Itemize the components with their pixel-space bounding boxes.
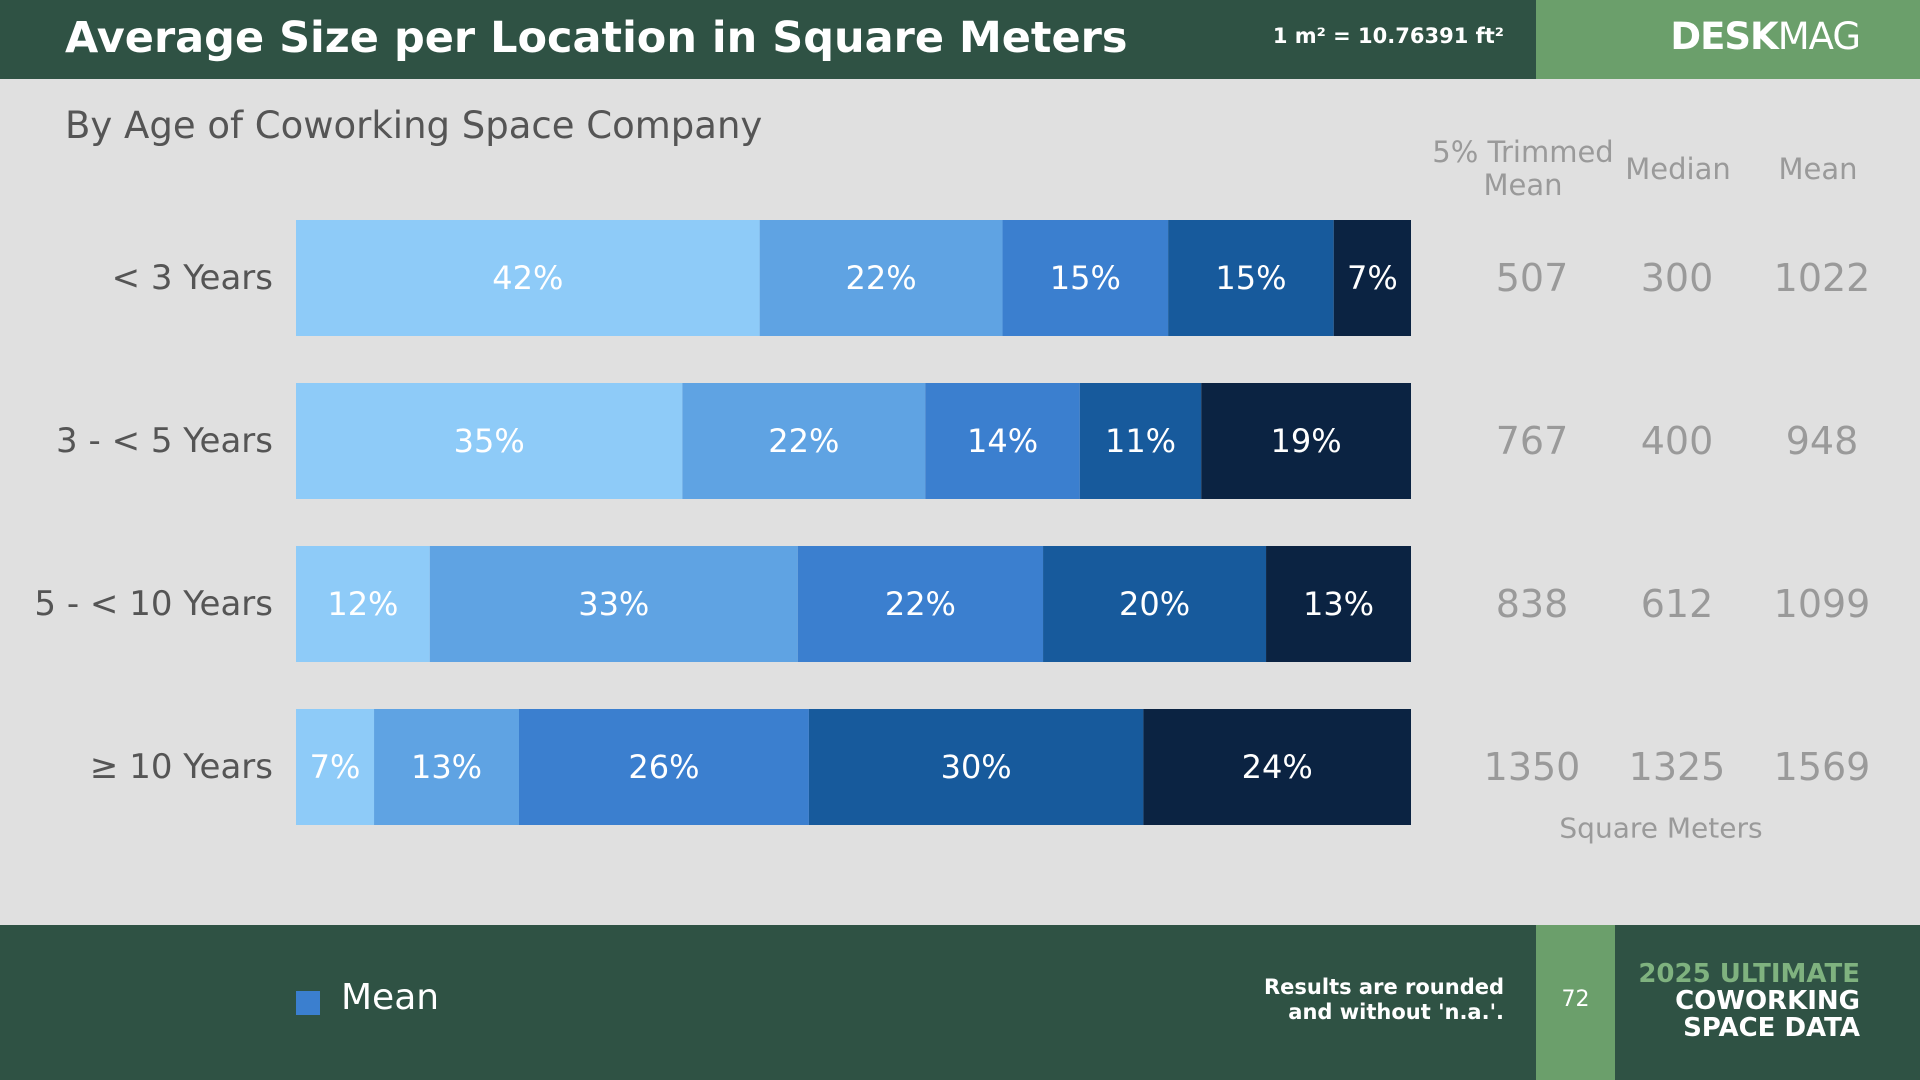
- trimmed-mean-value: 838: [1496, 582, 1569, 626]
- bar-segment: [1168, 220, 1334, 336]
- bar-segment: [808, 709, 1144, 825]
- rounding-note: Results are rounded and without 'n.a.'.: [1264, 975, 1504, 1025]
- header-trimmed-mean-line2: Mean: [1483, 168, 1563, 202]
- segment-label: 20%: [1119, 585, 1190, 623]
- segment-label: 24%: [1242, 748, 1313, 786]
- header-trimmed-mean: 5% Trimmed Mean: [1420, 136, 1626, 202]
- header-trimmed-mean-line1: 5% Trimmed: [1432, 135, 1614, 169]
- segment-label: 12%: [327, 585, 398, 623]
- stacked-bar-chart: < 3 Years 42% 22% 15% 15% 7% 507 300 1022 3 - < 5…: [34, 220, 1871, 845]
- segment-label: 15%: [1215, 259, 1286, 297]
- bar-segment: [296, 546, 430, 662]
- median-value: 1325: [1629, 745, 1726, 789]
- bar-segment: [1333, 220, 1411, 336]
- category-label: < 3 Years: [112, 258, 273, 298]
- segment-label: 13%: [411, 748, 482, 786]
- page-number-box: [1536, 925, 1615, 1080]
- bar-segment: [296, 383, 683, 499]
- logo-bold-text: DESK: [1670, 15, 1778, 58]
- footer-bar: Mean Results are rounded and without 'n.…: [0, 925, 1920, 1080]
- mean-value: 1099: [1774, 582, 1871, 626]
- segment-label: 15%: [1050, 259, 1121, 297]
- bar-segment: [1201, 383, 1411, 499]
- bar-segment: [1002, 220, 1169, 336]
- page-number: 72: [1561, 987, 1590, 1012]
- rounding-note-line2: and without 'n.a.'.: [1288, 1000, 1504, 1024]
- segment-label: 22%: [768, 422, 839, 460]
- segment-label: 13%: [1303, 585, 1374, 623]
- category-label: 3 - < 5 Years: [56, 421, 273, 461]
- page-title: Average Size per Location in Square Mete…: [65, 13, 1128, 63]
- segment-label: 11%: [1105, 422, 1176, 460]
- legend-swatch: [296, 991, 320, 1015]
- category-label: ≥ 10 Years: [90, 747, 273, 787]
- bar-segment: [296, 220, 760, 336]
- unit-conversion-note: 1 m² = 10.76391 ft²: [1272, 24, 1504, 48]
- segment-label: 22%: [846, 259, 917, 297]
- bar-segment: [759, 220, 1003, 336]
- segment-label: 22%: [885, 585, 956, 623]
- logo-box: [1536, 0, 1920, 79]
- segment-label: 30%: [941, 748, 1012, 786]
- mean-value: 1022: [1774, 256, 1871, 300]
- bar-segment: [682, 383, 926, 499]
- report-title-line1: 2025 ULTIMATE: [1638, 959, 1860, 989]
- trimmed-mean-value: 767: [1496, 419, 1569, 463]
- segment-label: 35%: [454, 422, 525, 460]
- header-median: Median: [1625, 152, 1731, 186]
- chart-subtitle: By Age of Coworking Space Company: [65, 104, 763, 147]
- mean-value: 1569: [1774, 745, 1871, 789]
- bar-segment: [296, 709, 375, 825]
- segment-label: 26%: [628, 748, 699, 786]
- bar-segment: [1043, 546, 1267, 662]
- legend-label: Mean: [341, 977, 440, 1018]
- segment-label: 7%: [1347, 259, 1398, 297]
- mean-value: 948: [1786, 419, 1859, 463]
- median-value: 300: [1641, 256, 1714, 300]
- unit-label: Square Meters: [1559, 812, 1762, 845]
- header-mean: Mean: [1778, 152, 1858, 186]
- logo-light-text: MAG: [1777, 15, 1861, 58]
- report-title-line2: COWORKING: [1675, 986, 1860, 1016]
- trimmed-mean-value: 507: [1496, 256, 1569, 300]
- category-label: 5 - < 10 Years: [34, 584, 273, 624]
- bar-segment: [925, 383, 1080, 499]
- segment-label: 19%: [1271, 422, 1342, 460]
- rounding-note-line1: Results are rounded: [1264, 975, 1504, 999]
- bar-segment: [797, 546, 1044, 662]
- deskmag-logo: DESKMAG: [1670, 15, 1861, 58]
- report-title-line3: SPACE DATA: [1683, 1013, 1860, 1043]
- bar-segment: [1079, 383, 1202, 499]
- trimmed-mean-value: 1350: [1484, 745, 1581, 789]
- bar-segment: [374, 709, 519, 825]
- bar-segment: [1266, 546, 1411, 662]
- header-bar: Average Size per Location in Square Mete…: [0, 0, 1920, 79]
- bar-segment: [1143, 709, 1411, 825]
- segment-label: 7%: [310, 748, 361, 786]
- segment-label: 33%: [578, 585, 649, 623]
- segment-label: 14%: [967, 422, 1038, 460]
- report-title: 2025 ULTIMATE COWORKING SPACE DATA: [1638, 961, 1860, 1042]
- bar-segment: [429, 546, 798, 662]
- median-value: 612: [1641, 582, 1714, 626]
- median-value: 400: [1641, 419, 1714, 463]
- bar-segment: [519, 709, 809, 825]
- segment-label: 42%: [492, 259, 563, 297]
